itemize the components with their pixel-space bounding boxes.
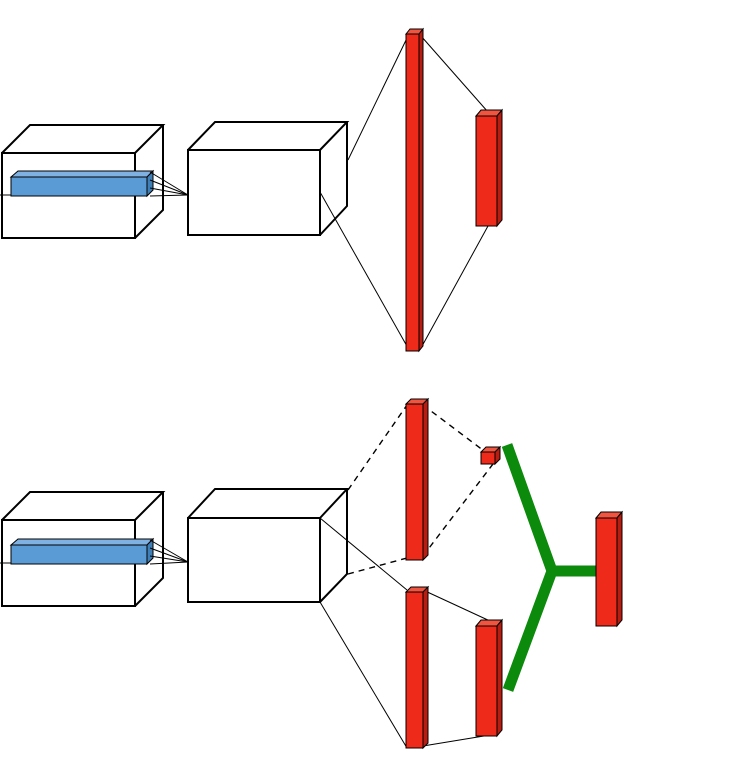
branch-output-cube: [479, 445, 502, 466]
feature-slice-bar: [9, 169, 155, 198]
solid-branch-lines: [319, 517, 491, 749]
output-layer-top: [474, 108, 504, 228]
input-volume-box-2: [1, 491, 166, 607]
fully-connected-layer-tall: [404, 27, 425, 353]
dashed-branch-lines: [347, 404, 497, 575]
slice-to-volume-connectors-2: [0, 539, 189, 565]
bottom-diagram: [0, 397, 624, 750]
branch-output-layer-lower: [474, 618, 504, 738]
branch-layer-lower: [404, 585, 430, 750]
branch-layer-upper: [404, 397, 430, 562]
top-diagram: [0, 27, 504, 353]
slice-to-volume-connectors: [0, 171, 189, 197]
feature-volume-box: [187, 121, 350, 236]
merged-output-layer: [594, 510, 624, 628]
feature-slice-bar-2: [9, 537, 155, 566]
feature-volume-box-2: [187, 488, 350, 603]
merge-connector: [501, 443, 597, 692]
input-volume-box: [1, 124, 166, 239]
projection-lines: [319, 35, 489, 349]
